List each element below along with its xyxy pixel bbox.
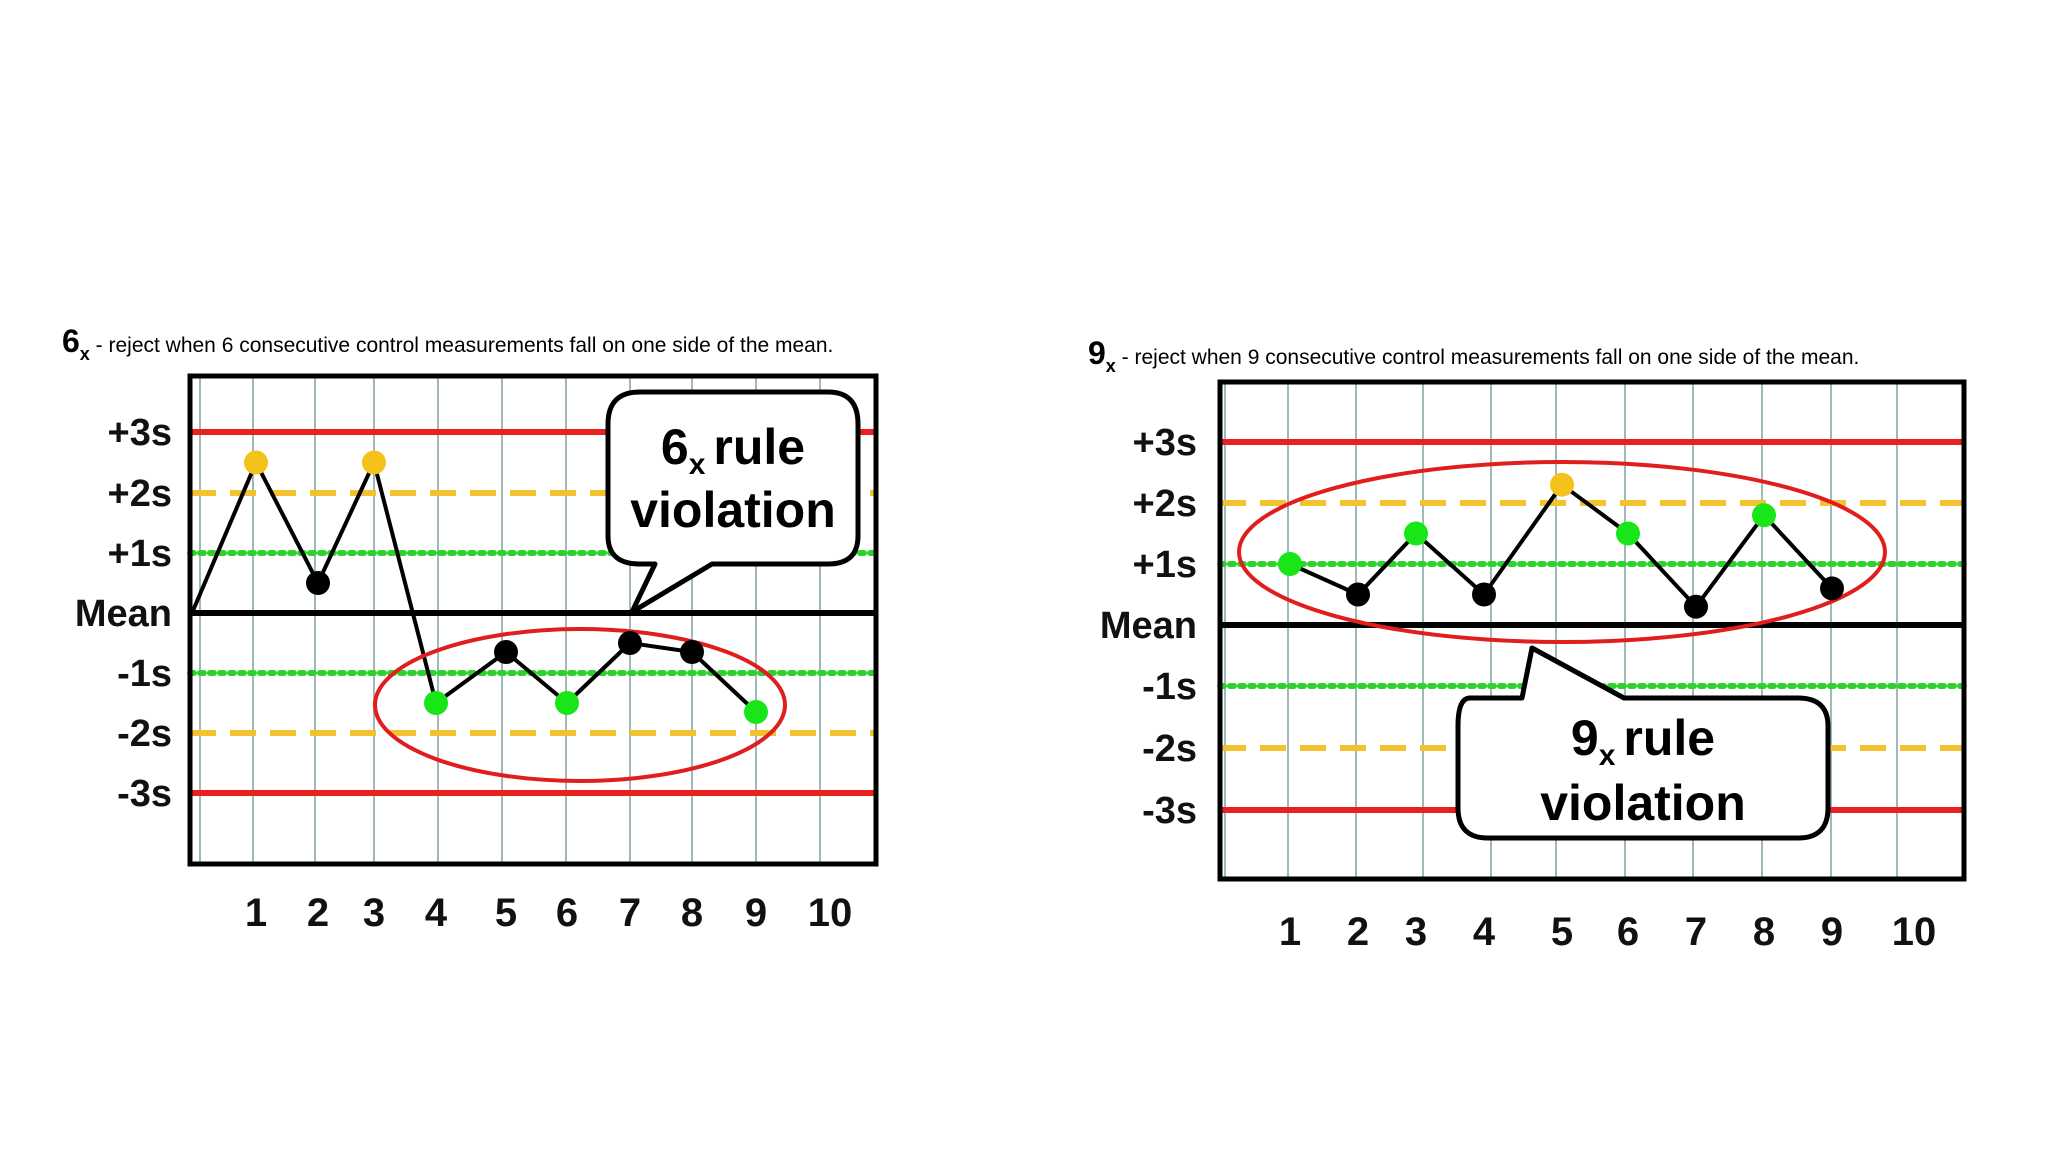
callout-line-1: 6x rule	[661, 419, 805, 481]
data-point	[1820, 576, 1844, 601]
x-tick-label: 9	[1821, 910, 1843, 954]
violation-ellipse	[373, 627, 787, 783]
data-point	[1684, 594, 1708, 619]
data-point	[1472, 582, 1496, 607]
x-tick-label: 3	[363, 891, 385, 935]
data-point	[1616, 521, 1640, 546]
callout-bubble	[605, 389, 861, 615]
plot-frame	[187, 373, 879, 867]
y-tick-label: Mean	[75, 593, 172, 635]
callout-rule-subscript: x	[1599, 739, 1616, 772]
data-point	[1550, 472, 1574, 497]
data-point	[494, 640, 518, 664]
rule-description: - reject when 9 consecutive control meas…	[1116, 346, 1860, 369]
x-tick-label: 4	[1473, 910, 1496, 954]
violation-ellipse	[1237, 460, 1887, 644]
data-point	[306, 571, 330, 595]
x-tick-label: 1	[245, 891, 267, 935]
x-tick-label: 7	[619, 891, 641, 935]
chart-1: 6x - reject when 6 consecutive control m…	[62, 323, 879, 935]
x-tick-label: 5	[495, 891, 517, 935]
callout-line-1: 9x rule	[1571, 710, 1715, 772]
callout-rule-word: rule	[713, 419, 805, 475]
data-point	[362, 450, 386, 475]
rule-description: - reject when 6 consecutive control meas…	[90, 334, 834, 357]
data-point	[1752, 503, 1776, 528]
plot-frame	[1217, 379, 1967, 882]
data-point	[1278, 552, 1302, 576]
x-tick-label: 6	[556, 891, 578, 935]
data-point	[424, 691, 448, 715]
x-tick-label: 10	[808, 891, 853, 935]
x-tick-label: 8	[681, 891, 703, 935]
data-point	[555, 691, 579, 715]
data-point	[1404, 521, 1428, 546]
callout-line-2: violation	[1540, 775, 1746, 831]
x-tick-label: 8	[1753, 910, 1775, 954]
x-tick-label: 5	[1551, 910, 1573, 954]
chart-title: 9x - reject when 9 consecutive control m…	[1088, 335, 1859, 376]
data-point	[680, 640, 704, 664]
rule-number: 9	[1088, 335, 1106, 371]
callout-line-2: violation	[630, 482, 836, 538]
callout-bubble	[1455, 645, 1831, 841]
x-tick-label: 2	[307, 891, 329, 935]
y-tick-label: +1s	[1133, 544, 1197, 586]
chart-2: 9x - reject when 9 consecutive control m…	[1088, 335, 1967, 954]
callout-rule-subscript: x	[689, 448, 706, 481]
y-tick-label: +2s	[1133, 483, 1197, 525]
rule-subscript: x	[80, 344, 90, 364]
chart-title: 6x - reject when 6 consecutive control m…	[62, 323, 833, 364]
x-tick-label: 3	[1405, 910, 1427, 954]
x-tick-label: 7	[1685, 910, 1707, 954]
callout-rule-number: 6	[661, 419, 689, 475]
y-tick-label: Mean	[1100, 605, 1197, 647]
y-tick-label: -3s	[1142, 790, 1197, 832]
y-tick-label: +3s	[108, 412, 172, 454]
y-tick-label: +1s	[108, 533, 172, 575]
x-tick-label: 4	[425, 891, 448, 935]
rule-subscript: x	[1106, 356, 1116, 376]
data-point	[744, 700, 768, 724]
rule-number: 6	[62, 323, 80, 359]
y-tick-label: -1s	[117, 653, 172, 695]
y-tick-label: +2s	[108, 473, 172, 515]
x-tick-label: 9	[745, 891, 767, 935]
data-point	[244, 450, 268, 475]
x-tick-label: 10	[1892, 910, 1937, 954]
data-point	[618, 631, 642, 655]
callout-rule-word: rule	[1623, 710, 1715, 766]
callout-rule-number: 9	[1571, 710, 1599, 766]
y-tick-label: -1s	[1142, 666, 1197, 708]
data-point	[1346, 582, 1370, 607]
x-tick-label: 6	[1617, 910, 1639, 954]
y-tick-label: -2s	[1142, 728, 1197, 770]
y-tick-label: -2s	[117, 713, 172, 755]
x-tick-label: 2	[1347, 910, 1369, 954]
y-tick-label: -3s	[117, 773, 172, 815]
series-line	[190, 460, 758, 714]
y-tick-label: +3s	[1133, 422, 1197, 464]
x-tick-label: 1	[1279, 910, 1301, 954]
